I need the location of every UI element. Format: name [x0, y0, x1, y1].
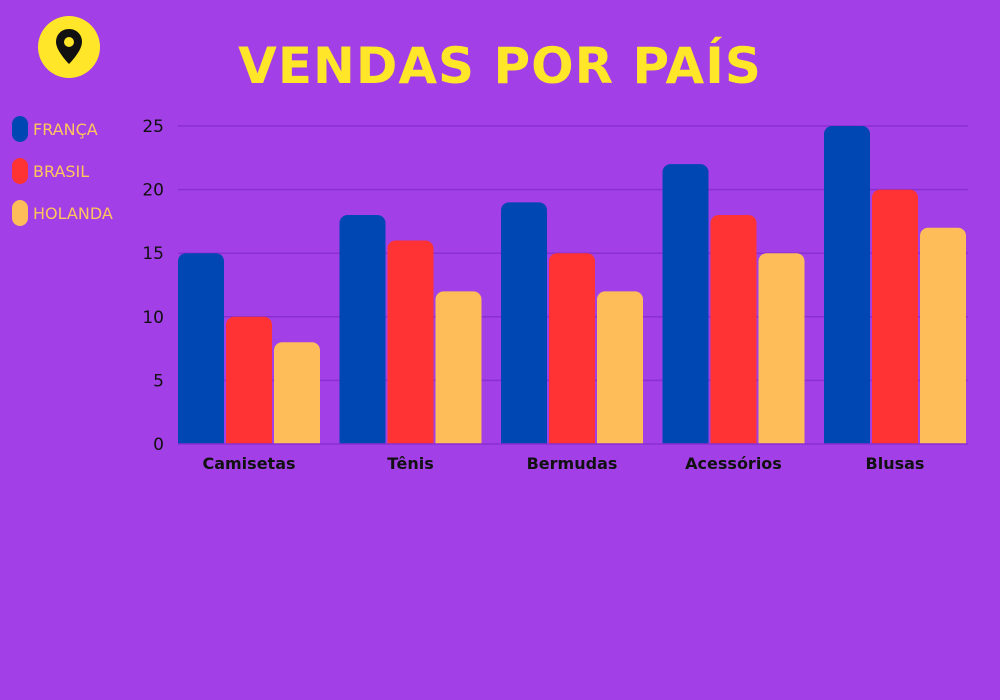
bar [274, 342, 320, 444]
legend-label: FRANÇA [33, 119, 98, 139]
bar-base [226, 434, 272, 444]
bar [435, 291, 482, 444]
legend-item: BRASIL [12, 158, 113, 184]
x-tick-label: Bermudas [527, 454, 618, 473]
bar-base [597, 434, 643, 444]
bar-base [339, 434, 386, 444]
bar-base [824, 434, 870, 444]
page-title: VENDAS POR PAÍS [238, 37, 762, 95]
y-tick-label: 5 [153, 371, 164, 391]
bar [178, 253, 224, 444]
bar-base [178, 434, 224, 444]
legend-swatch [12, 158, 28, 184]
y-tick-label: 0 [153, 435, 164, 455]
bar [226, 316, 272, 444]
bar [339, 215, 386, 444]
bar-base [387, 434, 434, 444]
bar [758, 253, 805, 444]
x-tick-label: Blusas [866, 454, 925, 473]
bar-base [662, 434, 709, 444]
y-tick-label: 25 [142, 117, 164, 137]
legend-item: HOLANDA [12, 200, 113, 226]
bar [872, 189, 918, 444]
bar [662, 164, 709, 444]
bar-base [501, 434, 547, 444]
chart-legend: FRANÇA BRASIL HOLANDA [12, 116, 113, 242]
legend-label: HOLANDA [33, 203, 113, 223]
x-tick-label: Acessórios [685, 454, 782, 473]
bar [824, 126, 870, 444]
bar [387, 240, 434, 444]
y-tick-label: 15 [142, 244, 164, 264]
legend-label: BRASIL [33, 161, 90, 181]
bar [549, 253, 595, 444]
bar-base [872, 434, 918, 444]
y-tick-label: 20 [142, 181, 164, 201]
bar [597, 291, 643, 444]
bar-base [710, 434, 757, 444]
bar-base [920, 434, 966, 444]
bar-base [435, 434, 482, 444]
bar [920, 227, 966, 444]
bar-base [758, 434, 805, 444]
bar-base [549, 434, 595, 444]
legend-swatch [12, 200, 28, 226]
location-badge [38, 16, 100, 78]
y-tick-label: 10 [142, 308, 164, 328]
map-pin-icon [56, 29, 82, 64]
bar-base [274, 434, 320, 444]
x-tick-label: Camisetas [202, 454, 295, 473]
x-tick-label: Tênis [387, 454, 434, 473]
legend-swatch [12, 116, 28, 142]
bar [710, 215, 757, 444]
bar [501, 202, 547, 444]
legend-item: FRANÇA [12, 116, 113, 142]
